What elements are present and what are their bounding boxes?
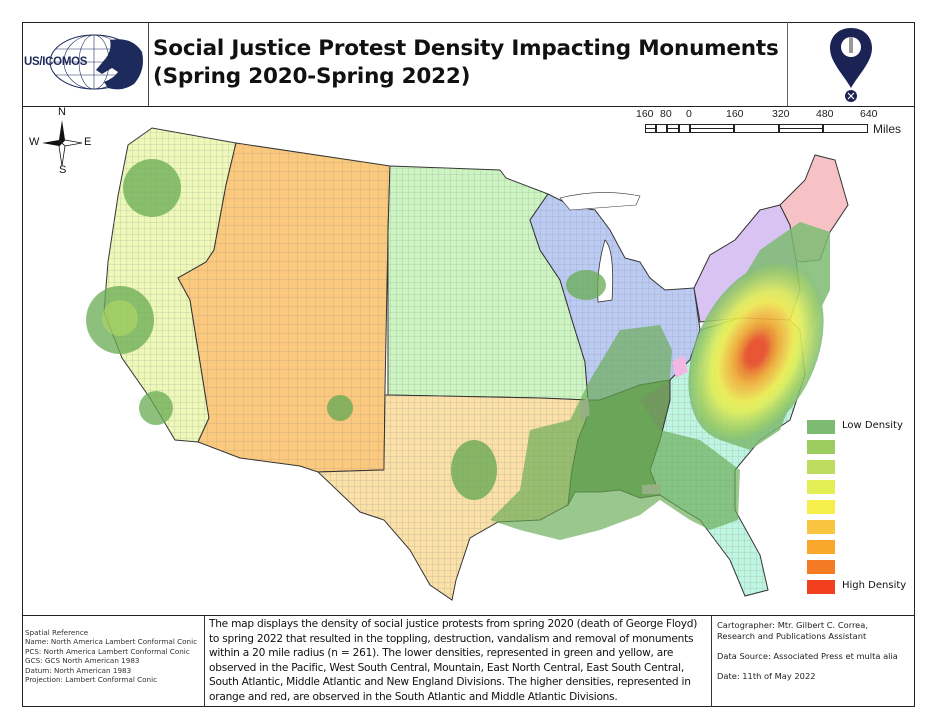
scale-tick: 160: [636, 108, 654, 120]
cartographer: Cartographer: Mtr. Gilbert C. Correa,: [717, 620, 869, 630]
cartographer-role: Research and Publications Assistant: [717, 631, 867, 641]
map-date: Date: 11th of May 2022: [717, 671, 816, 681]
legend-item: [807, 480, 907, 494]
scale-segment: [823, 124, 868, 133]
scale-segment: [645, 124, 656, 133]
logo-cell: US/ICOMOS: [22, 22, 149, 106]
data-source: Data Source: Associated Press et multa a…: [717, 651, 898, 661]
us-icomos-logo-icon: [49, 34, 143, 90]
spatial-ref-datum: Datum: North American 1983: [25, 665, 132, 675]
legend-item: [807, 440, 907, 454]
legend-swatch: [807, 500, 835, 514]
compass-n: N: [58, 106, 66, 118]
title-cell: Social Justice Protest Density Impacting…: [149, 22, 787, 106]
description-line: orange and red, are observed in the Sout…: [209, 690, 618, 703]
scale-unit: Miles: [873, 122, 902, 136]
map-footer: Spatial Reference Name: North America La…: [22, 615, 915, 707]
description-line: observed in the Pacific, West South Cent…: [209, 661, 684, 674]
description-line: to spring 2022 that resulted in the topp…: [209, 632, 694, 645]
compass-w: W: [29, 136, 40, 148]
legend-swatch: [807, 580, 835, 594]
map-header: US/ICOMOS Social Justice Protest Density…: [22, 22, 915, 107]
map-frame: [22, 22, 915, 707]
scale-tick: 0: [686, 108, 692, 120]
map-subtitle: (Spring 2020-Spring 2022): [153, 64, 471, 89]
us-map: [23, 108, 914, 615]
legend-swatch: [807, 560, 835, 574]
protest-density-map: [86, 127, 849, 601]
density-overlays: [86, 159, 830, 540]
north-arrow-compass: N S W E: [27, 106, 97, 178]
spatial-ref-name: Name: North America Lambert Conformal Co…: [25, 637, 198, 647]
logo-text: US/ICOMOS: [24, 56, 88, 68]
spatial-ref-pcs: PCS: North America Lambert Conformal Con…: [25, 646, 190, 656]
spatial-ref-gcs: GCS: GCS North American 1983: [25, 656, 140, 666]
description-line: The map displays the density of social j…: [209, 618, 698, 630]
legend-item: [807, 460, 907, 474]
compass-s: S: [59, 164, 67, 176]
legend-swatch: [807, 460, 835, 474]
legend-item: High Density: [807, 580, 907, 594]
scale-segment: [667, 124, 679, 133]
spatial-ref-heading: Spatial Reference: [25, 628, 89, 637]
scale-tick: 320: [772, 108, 790, 120]
legend-swatch: [807, 480, 835, 494]
legend-swatch: [807, 520, 835, 534]
legend-item: Low Density: [807, 420, 907, 434]
spatial-reference-panel: Spatial Reference Name: North America La…: [22, 616, 205, 707]
description-line: South Atlantic, Middle Atlantic and New …: [209, 676, 691, 688]
division-mountain: [177, 142, 391, 473]
description-line: within a 20 mile radius (n = 261). The l…: [209, 647, 674, 659]
legend-item: [807, 500, 907, 514]
compass-e: E: [84, 136, 92, 148]
scale-tick: 640: [860, 108, 878, 120]
legend-label: Low Density: [842, 420, 903, 431]
legend-swatch: [807, 540, 835, 554]
scale-tick: 480: [816, 108, 834, 120]
scale-segment: [779, 124, 823, 133]
map-title: Social Justice Protest Density Impacting…: [153, 36, 779, 61]
legend-swatch: [807, 420, 835, 434]
scale-segment: [679, 124, 690, 133]
legend-label: High Density: [842, 580, 907, 591]
scale-bar: 160 80 0 160 320 480 640 Miles: [628, 108, 913, 138]
scale-tick: 80: [660, 108, 672, 120]
compass-rose-icon: [42, 120, 83, 167]
scale-segment: [690, 124, 734, 133]
description-panel: The map displays the density of social j…: [205, 616, 712, 707]
map-pin-monument-icon: [830, 28, 872, 102]
legend-item: [807, 540, 907, 554]
legend-item: [807, 560, 907, 574]
division-west-north-central: [387, 165, 589, 401]
scale-segment: [656, 124, 667, 133]
pin-cell: [787, 22, 914, 106]
scale-tick: 160: [726, 108, 744, 120]
scale-segment: [734, 124, 779, 133]
credits-panel: Cartographer: Mtr. Gilbert C. Correa, Re…: [712, 616, 914, 707]
spatial-ref-projection: Projection: Lambert Conformal Conic: [25, 675, 158, 685]
legend-item: [807, 520, 907, 534]
legend-swatch: [807, 440, 835, 454]
pink-area-kentucky: [672, 355, 688, 378]
